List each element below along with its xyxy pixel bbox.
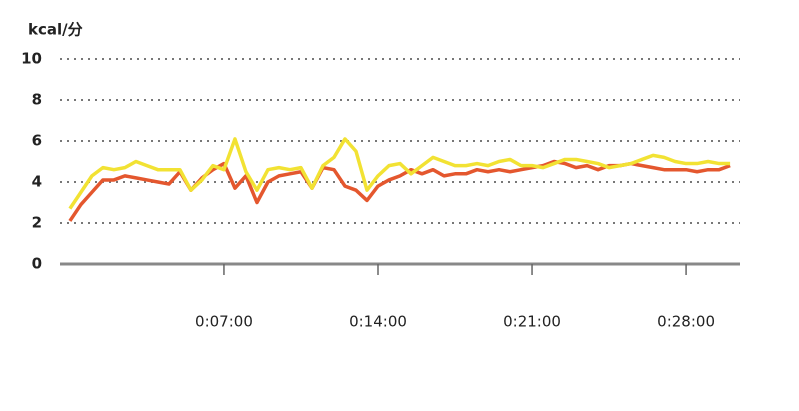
y-tick-label: 6: [32, 132, 42, 150]
y-tick-label: 8: [32, 91, 42, 109]
y-axis-label: kcal/分: [28, 21, 83, 39]
y-tick-label: 0: [32, 255, 42, 273]
y-tick-label: 2: [32, 214, 42, 232]
y-tick-label: 4: [32, 173, 42, 191]
x-tick-label: 0:21:00: [503, 313, 561, 331]
x-tick-label: 0:28:00: [657, 313, 715, 331]
data-line: [68, 137, 731, 210]
x-tick-label: 0:14:00: [349, 313, 407, 331]
x-tick-label: 0:07:00: [195, 313, 253, 331]
y-tick-label: 10: [21, 50, 42, 68]
